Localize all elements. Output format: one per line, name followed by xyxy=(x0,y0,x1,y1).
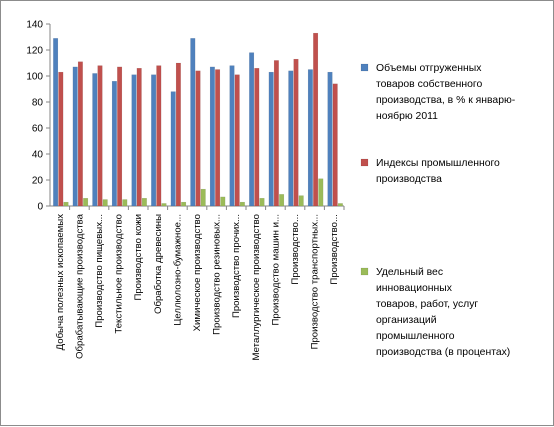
bar-s2-c12 xyxy=(298,195,304,207)
bar-s2-c6 xyxy=(181,201,187,207)
x-category-label-13: Производство транспортных... xyxy=(310,214,321,349)
bar-s1-c1 xyxy=(77,61,83,207)
y-tick-label-3: 60 xyxy=(32,124,44,135)
y-tick-label-1: 20 xyxy=(32,176,44,187)
bar-s2-c3 xyxy=(122,199,128,207)
y-tick-label-5: 100 xyxy=(26,72,43,83)
bar-s0-c8 xyxy=(209,66,215,207)
bar-s0-c11 xyxy=(268,71,274,207)
bar-s1-c4 xyxy=(136,67,142,207)
bar-s2-c13 xyxy=(318,178,324,207)
bar-s1-c3 xyxy=(117,66,123,207)
legend-swatch-1 xyxy=(360,158,369,167)
bar-s0-c10 xyxy=(249,52,255,207)
legend-label-0-line-1: товаров собственного xyxy=(376,78,482,90)
x-category-label-9: Производство прочих... xyxy=(231,214,242,318)
bar-s0-c9 xyxy=(229,65,235,207)
x-category-label-12: Производство... xyxy=(290,214,301,285)
legend-label-0-line-2: производства, в % к январю- xyxy=(376,95,515,106)
bar-s2-c5 xyxy=(161,203,167,207)
bar-s1-c14 xyxy=(332,83,338,207)
legend-label-2-line-1: инновационных xyxy=(376,283,453,294)
legend-label-2-line-4: промышленного xyxy=(376,331,455,342)
bar-s0-c6 xyxy=(170,91,176,207)
bar-s1-c11 xyxy=(273,60,279,207)
bar-s1-c8 xyxy=(215,69,221,207)
legend-label-2-line-5: производства (в процентах) xyxy=(376,347,510,358)
legend-label-1-line-1: производства xyxy=(376,174,442,185)
x-category-label-1: Обрабатывающие производства xyxy=(74,213,85,359)
bar-s1-c0 xyxy=(58,71,64,207)
x-category-label-0: Добыча полезных ископаемых xyxy=(55,214,66,351)
bar-s1-c2 xyxy=(97,65,103,207)
x-category-label-7: Химическое производство xyxy=(192,214,203,331)
bar-s0-c0 xyxy=(53,38,59,207)
bar-s0-c3 xyxy=(111,80,117,207)
y-tick-label-2: 40 xyxy=(32,150,44,161)
bar-s2-c1 xyxy=(83,197,89,207)
x-category-label-10: Металлургическое производство xyxy=(251,214,262,360)
bar-s0-c4 xyxy=(131,74,137,207)
y-tick-label-7: 140 xyxy=(26,20,43,31)
legend-label-1-line-0: Индексы промышленного xyxy=(376,158,500,169)
bar-s1-c7 xyxy=(195,70,201,207)
bar-s1-c13 xyxy=(313,32,319,207)
bar-s0-c7 xyxy=(190,38,196,207)
legend-label-2-line-2: товаров, работ, услуг xyxy=(376,298,478,310)
bar-s1-c12 xyxy=(293,58,299,207)
bar-s2-c14 xyxy=(337,203,343,207)
bar-s2-c11 xyxy=(279,194,285,207)
legend-label-0-line-3: ноябрю 2011 xyxy=(376,110,438,122)
legend-label-2-line-3: организаций xyxy=(376,315,437,326)
bar-s1-c6 xyxy=(175,62,181,207)
y-tick-label-6: 120 xyxy=(26,46,43,57)
y-tick-label-4: 80 xyxy=(32,98,44,109)
x-category-label-4: Производство кожи xyxy=(133,214,144,301)
y-tick-label-0: 0 xyxy=(37,202,43,213)
bar-s0-c1 xyxy=(72,66,78,207)
x-category-label-3: Текстильное производство xyxy=(114,214,125,334)
x-category-label-6: Целлюлозно-бумажное... xyxy=(172,214,183,326)
x-category-label-11: Производство машин и... xyxy=(270,214,281,326)
bar-s2-c4 xyxy=(141,197,147,207)
legend-label-0-line-0: Объемы отгруженных xyxy=(376,62,482,74)
x-category-label-14: Производство... xyxy=(329,214,340,285)
bar-s0-c14 xyxy=(327,71,333,207)
bar-s0-c13 xyxy=(307,69,313,207)
legend-swatch-2 xyxy=(360,267,369,276)
x-category-label-2: Производство пищевых... xyxy=(94,214,105,328)
bar-s2-c2 xyxy=(102,199,108,207)
bar-s2-c9 xyxy=(239,201,245,207)
bar-s2-c8 xyxy=(220,196,226,207)
bar-s0-c12 xyxy=(288,70,294,207)
bar-s1-c5 xyxy=(156,65,162,207)
bar-s1-c10 xyxy=(254,67,260,207)
legend-label-2-line-0: Удельный вес xyxy=(376,267,443,278)
bar-s0-c2 xyxy=(92,73,98,207)
bar-s1-c9 xyxy=(234,74,240,207)
x-category-label-5: Обработка древесины xyxy=(153,214,164,314)
bar-s2-c7 xyxy=(200,188,206,207)
x-category-label-8: Производство резиновых... xyxy=(212,214,223,335)
bar-s0-c5 xyxy=(151,74,157,207)
legend-swatch-0 xyxy=(360,63,369,72)
bar-s2-c10 xyxy=(259,197,265,207)
bar-s2-c0 xyxy=(63,201,69,207)
